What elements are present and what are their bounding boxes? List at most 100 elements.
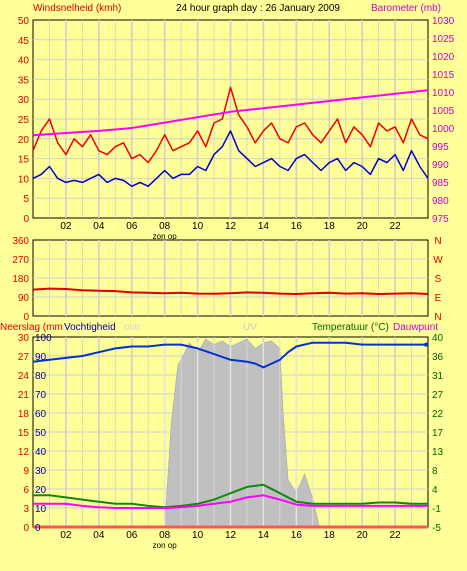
barometer-ytick-7: 1010 <box>432 88 455 99</box>
rain-ytick-6: 18 <box>18 409 30 420</box>
temperature-ytick-2: 4 <box>432 485 438 496</box>
rain-ytick-7: 21 <box>18 390 30 401</box>
wind-ytick-0: 0 <box>23 214 29 225</box>
barometer-ytick-2: 985 <box>432 178 449 189</box>
humidity-ytick-7: 70 <box>35 390 47 401</box>
humidity-xtick-10: 22 <box>390 530 402 541</box>
direction-ytick-0: 0 <box>23 312 29 323</box>
humidity-xtick-8: 18 <box>324 530 336 541</box>
wind-xtick-8: 18 <box>324 221 336 232</box>
barometer-ytick-3: 990 <box>432 160 449 171</box>
wind-ytick-5: 25 <box>18 115 30 126</box>
temperature-ytick-8: 31 <box>432 371 444 382</box>
barometer-ytick-5: 1000 <box>432 124 455 135</box>
rain-ytick-1: 3 <box>23 504 29 515</box>
wind-xtick-5: 12 <box>225 221 237 232</box>
wind-series-gust-line <box>32 86 429 164</box>
wind-xtick-9: 20 <box>357 221 369 232</box>
uv-area <box>164 338 320 528</box>
barometer-ytick-8: 1015 <box>432 70 455 81</box>
rain-ytick-2: 6 <box>23 485 29 496</box>
humidity-xtick-3: 08 <box>159 530 171 541</box>
humidity-xtick-6: 14 <box>258 530 270 541</box>
temperature-ytick-1: -1 <box>432 504 441 515</box>
barometer-ytick-6: 1005 <box>432 106 455 117</box>
compass-label-0: N <box>434 312 441 323</box>
direction-ytick-4: 360 <box>12 236 29 247</box>
barometer-ytick-4: 995 <box>432 142 449 153</box>
compass-label-4: N <box>434 236 441 247</box>
wind-xtick-2: 06 <box>126 221 138 232</box>
humidity-ytick-9: 90 <box>35 352 47 363</box>
humidity-xtick-1: 04 <box>93 530 105 541</box>
wind-ytick-10: 50 <box>18 16 30 27</box>
humidity-ytick-10: 100 <box>35 333 52 344</box>
dewpoint-axis-label: Dauwpunt <box>393 322 438 333</box>
wind-xtick-3: 08 <box>159 221 171 232</box>
rain-ytick-5: 15 <box>18 428 30 439</box>
wind-ytick-3: 15 <box>18 155 30 166</box>
humidity-ytick-3: 30 <box>35 466 47 477</box>
wind-xtick-1: 04 <box>93 221 105 232</box>
rain-ytick-4: 12 <box>18 447 30 458</box>
barometer-axis-label: Barometer (mb) <box>371 3 441 14</box>
rain-axis-label: Neerslag (mm <box>0 322 63 333</box>
humidity-xtick-4: 10 <box>192 530 204 541</box>
direction-ytick-1: 90 <box>18 293 30 304</box>
humidity-ytick-0: 0 <box>35 523 41 534</box>
humidity-sunrise-label: zon op <box>153 541 178 550</box>
wind-xtick-7: 16 <box>291 221 303 232</box>
humidity-ytick-1: 10 <box>35 504 47 515</box>
temperature-ytick-7: 27 <box>432 390 444 401</box>
series-temperatuur-line <box>33 483 428 509</box>
temperature-axis-label: Temperatuur (°C) <box>312 322 389 333</box>
temperature-ytick-4: 13 <box>432 447 444 458</box>
direction-ytick-2: 180 <box>12 274 29 285</box>
wind-series-barometer-line <box>32 89 429 137</box>
humidity-ytick-4: 40 <box>35 447 47 458</box>
temperature-ytick-5: 17 <box>432 428 444 439</box>
direction-ytick-3: 270 <box>12 255 29 266</box>
temperature-ytick-6: 22 <box>432 409 444 420</box>
humidity-axis-label: Vochtigheid <box>64 322 116 333</box>
wind-sunrise-label: zon op <box>153 232 178 241</box>
humidity-xtick-7: 16 <box>291 530 303 541</box>
barometer-ytick-0: 975 <box>432 214 449 225</box>
wind-ytick-7: 35 <box>18 75 30 86</box>
chart-title: 24 hour graph day : 26 January 2009 <box>176 3 340 14</box>
direction-series-line <box>32 287 429 295</box>
solar-axis-label: olar <box>124 322 141 333</box>
barometer-ytick-9: 1020 <box>432 52 455 63</box>
compass-label-1: E <box>435 293 442 304</box>
wind-xtick-4: 10 <box>192 221 204 232</box>
series-dauwpunt-line <box>33 494 428 509</box>
rain-ytick-8: 24 <box>18 371 30 382</box>
temperature-ytick-9: 36 <box>432 352 444 363</box>
humidity-ytick-5: 50 <box>35 428 47 439</box>
wind-ytick-6: 30 <box>18 95 30 106</box>
wind-ytick-1: 5 <box>23 194 29 205</box>
humidity-xtick-0: 02 <box>60 530 72 541</box>
wind-xtick-10: 22 <box>390 221 402 232</box>
wind-series-average-line <box>32 130 429 188</box>
compass-label-3: W <box>433 255 443 266</box>
rain-ytick-9: 27 <box>18 352 30 363</box>
uv-axis-label: UV <box>243 322 257 333</box>
temperature-ytick-3: 8 <box>432 466 438 477</box>
rain-ytick-10: 30 <box>18 333 30 344</box>
barometer-ytick-10: 1025 <box>432 34 455 45</box>
temperature-ytick-10: 40 <box>432 333 444 344</box>
wind-ytick-8: 40 <box>18 56 30 67</box>
humidity-ytick-8: 80 <box>35 371 47 382</box>
wind-xtick-6: 14 <box>258 221 270 232</box>
humidity-ytick-2: 20 <box>35 485 47 496</box>
barometer-ytick-11: 1030 <box>432 16 455 27</box>
rain-ytick-0: 0 <box>23 523 29 534</box>
humidity-xtick-5: 12 <box>225 530 237 541</box>
rain-ytick-3: 9 <box>23 466 29 477</box>
humidity-xtick-2: 06 <box>126 530 138 541</box>
temperature-ytick-0: -5 <box>432 523 441 534</box>
wind-xtick-0: 02 <box>60 221 72 232</box>
compass-label-2: S <box>435 274 442 285</box>
